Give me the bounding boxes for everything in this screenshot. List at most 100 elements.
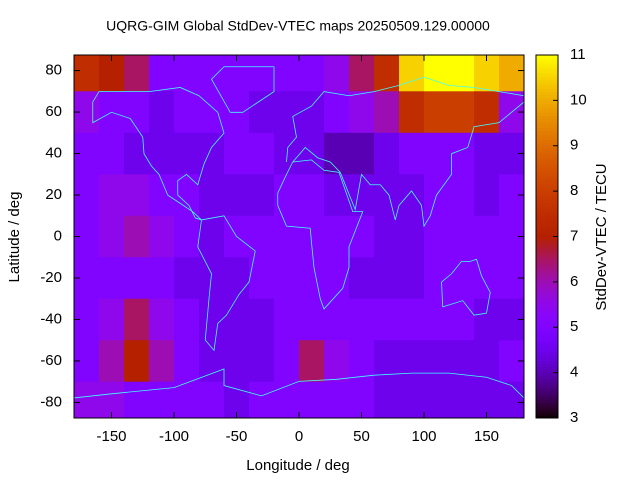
colorbar-step	[536, 242, 558, 247]
heatmap-cell	[374, 174, 400, 217]
colorbar-step	[536, 360, 558, 365]
colorbar-step	[536, 133, 558, 138]
colorbar-tick-label: 6	[570, 273, 578, 290]
heatmap-cell	[449, 257, 475, 300]
colorbar-step	[536, 381, 558, 386]
colorbar-step	[536, 172, 558, 177]
heatmap-cell	[274, 340, 300, 383]
colorbar-step	[536, 139, 558, 144]
colorbar-step	[536, 97, 558, 101]
heatmap-cell	[299, 91, 325, 134]
heatmap-cell	[424, 215, 450, 258]
colorbar-label: StdDev-VTEC / TECU	[593, 163, 610, 310]
colorbar-step	[536, 330, 558, 334]
coastline	[212, 67, 275, 113]
colorbar-step	[536, 239, 558, 244]
colorbar-step	[536, 124, 558, 129]
colorbar-step	[536, 411, 558, 416]
colorbar-tick-label: 10	[570, 91, 587, 108]
colorbar-step	[536, 185, 558, 189]
colorbar-step	[536, 366, 558, 371]
colorbar-step	[536, 405, 558, 410]
colorbar-step	[536, 121, 558, 126]
colorbar-tick-label: 11	[570, 46, 586, 63]
colorbar-step	[536, 372, 558, 377]
x-tick-label: 100	[411, 428, 436, 445]
heatmap-cell	[149, 132, 175, 175]
heatmap-cell	[449, 298, 475, 341]
colorbar-step	[536, 281, 558, 286]
heatmap-cell	[374, 381, 400, 418]
heatmap-cell	[174, 381, 200, 418]
colorbar-step	[536, 64, 558, 68]
heatmap-cell	[174, 340, 200, 383]
heatmap-cell	[324, 298, 350, 341]
heatmap	[74, 55, 524, 418]
heatmap-cell	[324, 381, 350, 418]
coastline	[74, 369, 524, 398]
heatmap-cell	[324, 257, 350, 300]
heatmap-cell	[449, 91, 475, 134]
heatmap-cell	[324, 55, 350, 92]
colorbar-step	[536, 266, 558, 271]
heatmap-cell	[99, 174, 125, 217]
colorbar-step	[536, 278, 558, 283]
colorbar-step	[536, 106, 558, 110]
heatmap-cell	[299, 215, 325, 258]
heatmap-cell	[274, 91, 300, 134]
y-tick-label: 80	[45, 62, 62, 79]
colorbar-step	[536, 257, 558, 262]
heatmap-cell	[149, 298, 175, 341]
colorbar-step	[536, 100, 558, 104]
heatmap-cell	[249, 257, 275, 300]
heatmap-cell	[399, 298, 425, 341]
colorbar-step	[536, 297, 558, 301]
heatmap-cell	[424, 55, 450, 92]
colorbar-step	[536, 154, 558, 159]
heatmap-cell	[349, 174, 375, 217]
colorbar-step	[536, 218, 558, 222]
colorbar-step	[536, 290, 558, 295]
colorbar-step	[536, 118, 558, 123]
colorbar-step	[536, 221, 558, 225]
heatmap-cell	[399, 91, 425, 134]
heatmap-cell	[199, 381, 225, 418]
colorbar-step	[536, 188, 558, 192]
heatmap-cell	[324, 132, 350, 175]
colorbar-step	[536, 303, 558, 307]
colorbar-step	[536, 339, 558, 343]
heatmap-cell	[199, 55, 225, 92]
heatmap-cell	[99, 340, 125, 383]
colorbar-step	[536, 393, 558, 398]
colorbar-step	[536, 333, 558, 337]
heatmap-cell	[124, 174, 150, 217]
coastline	[442, 259, 491, 315]
heatmap-cell	[174, 298, 200, 341]
heatmap-cell	[249, 340, 275, 383]
heatmap-cell	[124, 132, 150, 175]
colorbar-step	[536, 327, 558, 331]
heatmap-cell	[174, 55, 200, 92]
heatmap-cell	[274, 132, 300, 175]
y-axis-label: Latitude / deg	[6, 192, 23, 283]
colorbar-step	[536, 73, 558, 77]
heatmap-cell	[174, 215, 200, 258]
y-tick-label: 40	[45, 144, 62, 161]
colorbar-step	[536, 109, 558, 113]
heatmap-cell	[324, 174, 350, 217]
colorbar-step	[536, 387, 558, 392]
coastline	[93, 87, 224, 219]
colorbar-step	[536, 169, 558, 174]
heatmap-cell	[224, 132, 250, 175]
heatmap-cell	[174, 91, 200, 134]
colorbar-step	[536, 191, 558, 195]
y-tick-label: 0	[54, 227, 62, 244]
colorbar-tick-label: 8	[570, 182, 578, 199]
colorbar	[536, 55, 558, 419]
heatmap-cell	[124, 381, 150, 418]
coastlines	[74, 67, 524, 398]
colorbar-step	[536, 263, 558, 268]
heatmap-cell	[349, 132, 375, 175]
colorbar-step	[536, 369, 558, 374]
colorbar-step	[536, 306, 558, 310]
